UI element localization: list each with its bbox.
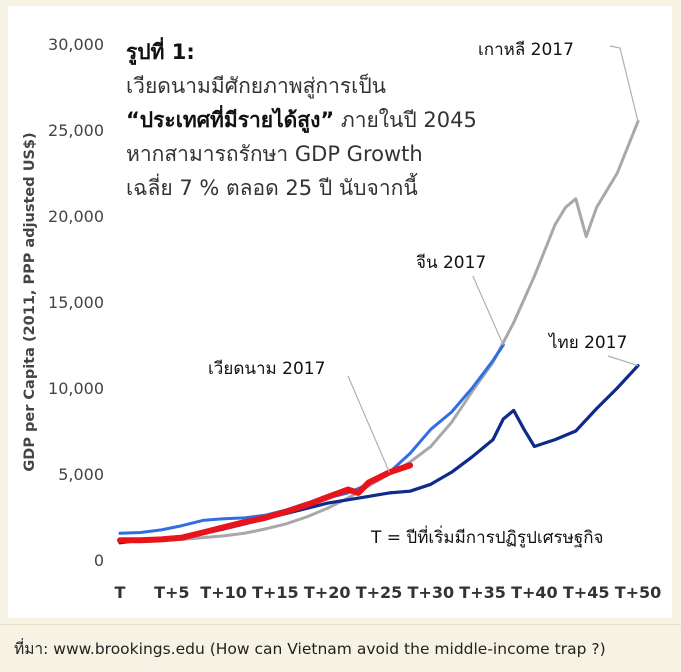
subtitle-emphasis: “ประเทศที่มีรายได้สูง” [126,108,335,132]
series-line [118,364,640,545]
line-chart: 0 5,000 10,000 15,000 20,000 25,000 30,000 T T+5… [22,35,662,602]
x-tick-label: T+20 [304,583,351,602]
vietnam-leader-line [347,375,390,473]
korea-label: เกาหลี 2017 [478,40,574,60]
x-tick-label: T+35 [459,583,506,602]
x-tick-label: T+45 [563,583,610,602]
thailand-leader-line [607,355,639,367]
series-line [117,462,414,544]
chart-panel: 0 5,000 10,000 15,000 20,000 25,000 30,000 T T+5… [8,6,672,618]
korea-leader-line [609,45,639,122]
x-tick-label: T+5 [154,583,189,602]
x-tick-label: T+50 [615,583,662,602]
divider [0,624,681,625]
y-tick-label: 25,000 [48,121,104,140]
subtitle-line-4: เฉลี่ย 7 % ตลอด 25 ปี นับจากนี้ [126,176,418,200]
y-tick-label: 5,000 [58,465,104,484]
subtitle-line-1: เวียดนามมีศักยภาพสู่การเป็น [126,74,387,98]
y-tick-label: 10,000 [48,379,104,398]
x-tick-label: T+40 [511,583,558,602]
y-tick-label: 0 [94,551,104,570]
vietnam-label: เวียดนาม 2017 [208,359,326,379]
y-tick-label: 30,000 [48,35,104,54]
china-label: จีน 2017 [416,249,487,276]
x-tick-label: T+25 [356,583,403,602]
x-tick-label: T+30 [408,583,455,602]
x-tick-label: T [115,583,126,602]
subtitle-line-2: “ประเทศที่มีรายได้สูง” ภายในปี 2045 [126,103,477,137]
y-tick-label: 20,000 [48,207,104,226]
chart-title: รูปที่ 1: [126,40,195,64]
y-axis-label: GDP per Capita (2011, PPP adjusted US$) [22,132,38,471]
subtitle-line-3: หากสามารถรักษา GDP Growth [126,142,423,166]
x-tick-label: T+15 [252,583,299,602]
y-tick-label: 15,000 [48,293,104,312]
reform-year-note: T = ปีที่เริ่มมีการปฏิรูปเศรษฐกิจ [371,528,604,548]
thailand-label: ไทย 2017 [549,333,628,353]
china-leader-line [471,273,504,346]
chart-title-block: รูปที่ 1: เวียดนามมีศักยภาพสู่การเป็น “ป… [126,36,477,205]
x-tick-label: T+10 [200,583,247,602]
source-citation: ที่มา: www.brookings.edu (How can Vietna… [14,640,606,658]
subtitle-rest: ภายในปี 2045 [334,108,477,132]
